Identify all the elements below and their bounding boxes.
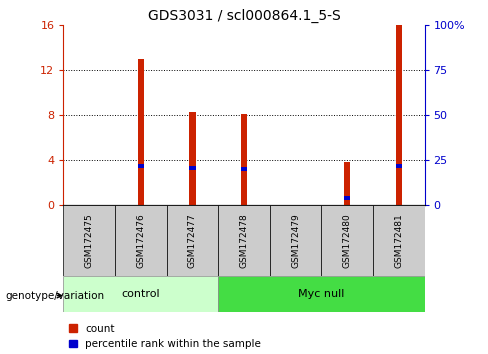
Text: GSM172476: GSM172476	[136, 213, 145, 268]
Bar	[138, 59, 144, 205]
Bar	[373, 205, 425, 276]
Bar	[189, 112, 196, 205]
Legend: count, percentile rank within the sample: count, percentile rank within the sample	[69, 324, 261, 349]
Bar	[218, 276, 425, 312]
Bar	[218, 205, 270, 276]
Text: GSM172480: GSM172480	[343, 213, 352, 268]
Text: GSM172481: GSM172481	[394, 213, 403, 268]
Bar	[322, 205, 373, 276]
Bar	[344, 196, 350, 200]
Text: GDS3031 / scl000864.1_5-S: GDS3031 / scl000864.1_5-S	[148, 9, 340, 23]
Bar	[63, 276, 218, 312]
Bar	[241, 114, 247, 205]
Text: control: control	[122, 289, 160, 299]
Bar	[63, 205, 115, 276]
Bar	[115, 205, 166, 276]
Bar	[344, 162, 350, 205]
Bar	[166, 205, 218, 276]
Bar	[270, 205, 322, 276]
Text: GSM172477: GSM172477	[188, 213, 197, 268]
Text: GSM172478: GSM172478	[240, 213, 248, 268]
Bar	[396, 164, 402, 168]
Bar	[189, 166, 196, 170]
Text: genotype/variation: genotype/variation	[5, 291, 104, 301]
Bar	[241, 167, 247, 171]
Text: Myc null: Myc null	[298, 289, 345, 299]
Text: GSM172479: GSM172479	[291, 213, 300, 268]
Bar	[138, 164, 144, 168]
Text: GSM172475: GSM172475	[85, 213, 94, 268]
Bar	[396, 25, 402, 205]
